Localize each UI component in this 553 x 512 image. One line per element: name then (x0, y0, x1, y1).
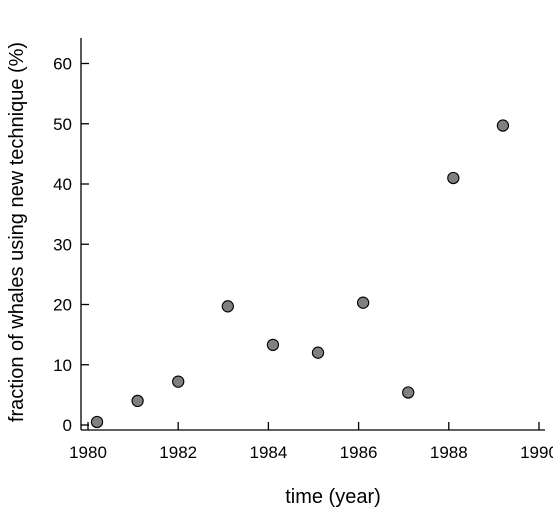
data-point (447, 171, 460, 185)
y-tick-label: 0 (63, 416, 72, 435)
x-tick-label: 1990 (520, 443, 553, 462)
y-tick-label: 50 (53, 115, 72, 134)
data-point (221, 300, 234, 313)
y-tick-label: 10 (53, 356, 72, 375)
x-tick-label: 1988 (430, 443, 468, 462)
data-point (311, 346, 325, 359)
y-tick-label: 20 (53, 296, 72, 315)
y-axis-ticks: 0 10 20 30 40 50 60 (53, 55, 89, 435)
y-tick-label: 60 (53, 55, 72, 74)
x-axis-ticks: 1980 1982 1984 1986 1988 1990 (69, 422, 553, 462)
data-point (266, 338, 280, 352)
data-point (356, 296, 370, 309)
data-point (402, 386, 415, 399)
data-point (131, 394, 144, 408)
x-tick-label: 1980 (69, 443, 107, 462)
data-point (90, 415, 104, 429)
y-tick-label: 30 (53, 235, 72, 254)
x-tick-label: 1982 (159, 443, 197, 462)
y-axis-title: fraction of whales using new technique (… (6, 42, 28, 422)
data-points (90, 119, 510, 429)
x-tick-label: 1984 (249, 443, 287, 462)
y-tick-label: 40 (53, 175, 72, 194)
data-point (496, 119, 510, 132)
data-point (172, 375, 185, 388)
x-axis-title: time (year) (285, 486, 381, 508)
x-tick-label: 1986 (340, 443, 378, 462)
